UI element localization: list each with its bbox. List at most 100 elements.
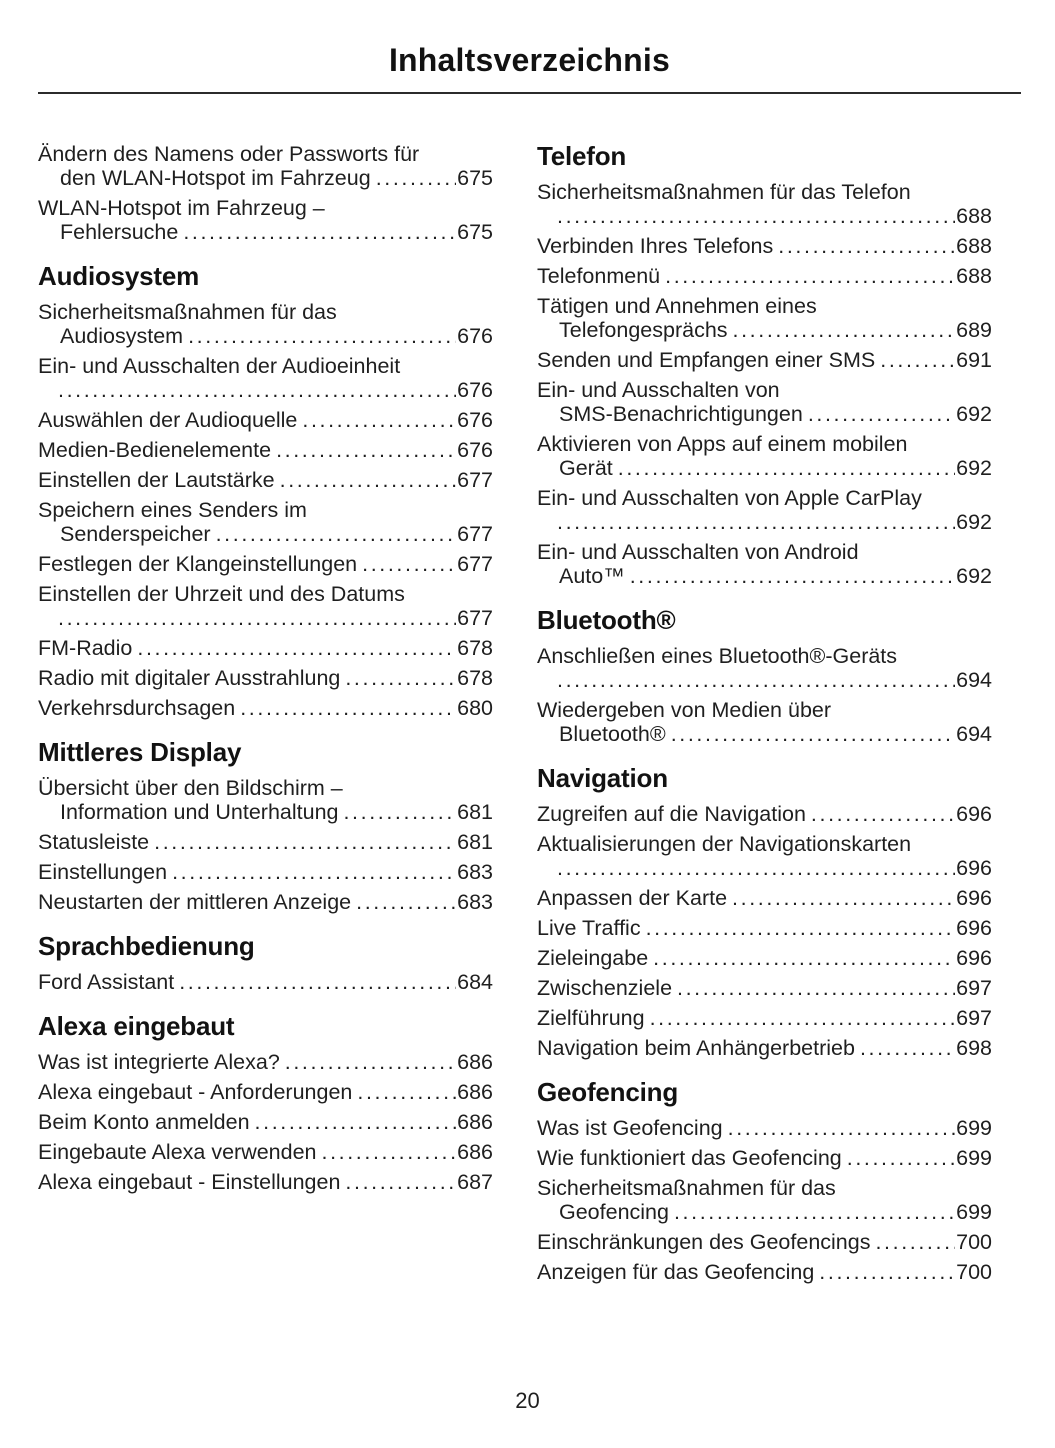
entry-page-number: 688 — [956, 204, 992, 228]
dot-leader — [733, 318, 956, 342]
toc-entry-line: Telefonmenü 688 — [537, 264, 992, 288]
toc-entry-line: Verbinden Ihres Telefons 688 — [537, 234, 992, 258]
toc-column-left: Ändern des Namens oder Passworts für den … — [38, 142, 493, 1290]
entry-page-number: 694 — [956, 722, 992, 746]
toc-entry: Auswählen der Audioquelle 676 — [38, 408, 493, 432]
entry-text: Verbinden Ihres Telefons — [537, 234, 774, 258]
toc-entry-line: Senderspeicher 677 — [38, 522, 493, 546]
entry-page-number: 699 — [956, 1116, 992, 1140]
toc-entry: Aktivieren von Apps auf einem mobilen Ger… — [537, 432, 992, 480]
entry-page-number: 677 — [457, 552, 493, 576]
entry-text: Was ist integrierte Alexa? — [38, 1050, 280, 1074]
dot-leader — [376, 166, 456, 190]
toc-entry: Ein- und Ausschalten der Audioeinheit 676 — [38, 354, 493, 402]
dot-leader — [356, 890, 456, 914]
toc-entry-line: Eingebaute Alexa verwenden 686 — [38, 1140, 493, 1164]
toc-entry-line: Fehlersuche 675 — [38, 220, 493, 244]
toc-entry-line: Tätigen und Annehmen eines — [537, 294, 992, 318]
toc-entry: Verkehrsdurchsagen 680 — [38, 696, 493, 720]
entry-page-number: 676 — [457, 378, 493, 402]
footer-page-number: 20 — [515, 1388, 540, 1413]
entry-text: Ein- und Ausschalten von — [537, 378, 780, 402]
entry-page-number: 697 — [956, 1006, 992, 1030]
toc-entry-line: Alexa eingebaut - Einstellungen 687 — [38, 1170, 493, 1194]
toc-entry-line: Übersicht über den Bildschirm – — [38, 776, 493, 800]
toc-entry: Wie funktioniert das Geofencing 699 — [537, 1146, 992, 1170]
toc-section: Telefon Sicherheitsmaßnahmen für das Tele… — [537, 142, 992, 588]
toc-entry-line: 677 — [38, 606, 493, 630]
toc-entry-line: 694 — [537, 668, 992, 692]
entry-page-number: 700 — [956, 1230, 992, 1254]
entry-page-number: 691 — [956, 348, 992, 372]
toc-entry: Live Traffic 696 — [537, 916, 992, 940]
entry-text: Zugreifen auf die Navigation — [537, 802, 806, 826]
entry-page-number: 692 — [956, 402, 992, 426]
dot-leader — [875, 1230, 955, 1254]
section-heading: Alexa eingebaut — [38, 1011, 235, 1041]
toc-entry: Was ist integrierte Alexa? 686 — [38, 1050, 493, 1074]
dot-leader — [880, 348, 955, 372]
entry-page-number: 683 — [457, 860, 493, 884]
toc-entry: Statusleiste 681 — [38, 830, 493, 854]
entry-text: Navigation beim Anhängerbetrieb — [537, 1036, 855, 1060]
toc-entry: Radio mit digitaler Ausstrahlung 678 — [38, 666, 493, 690]
entry-page-number: 686 — [457, 1140, 493, 1164]
toc-entry-line: Anzeigen für das Geofencing 700 — [537, 1260, 992, 1284]
entry-page-number: 696 — [956, 916, 992, 940]
dot-leader — [345, 666, 456, 690]
toc-entry-line: Auto™ 692 — [537, 564, 992, 588]
dot-leader — [653, 946, 955, 970]
entry-text: Alexa eingebaut - Einstellungen — [38, 1170, 341, 1194]
dot-leader — [255, 1110, 457, 1134]
toc-entry: Alexa eingebaut - Einstellungen 687 — [38, 1170, 493, 1194]
entry-text: Anschließen eines Bluetooth®-Geräts — [537, 644, 898, 668]
toc-entry-line: 692 — [537, 510, 992, 534]
entry-text: Neustarten der mittleren Anzeige — [38, 890, 352, 914]
toc-entry-line: Wie funktioniert das Geofencing 699 — [537, 1146, 992, 1170]
toc-entry-line: Ändern des Namens oder Passworts für — [38, 142, 493, 166]
toc-entry: Zieleingabe 696 — [537, 946, 992, 970]
entry-page-number: 699 — [956, 1200, 992, 1224]
toc-entry: Eingebaute Alexa verwenden 686 — [38, 1140, 493, 1164]
entry-text: FM-Radio — [38, 636, 133, 660]
toc-entry-line: Wiedergeben von Medien über — [537, 698, 992, 722]
entry-text: Ändern des Namens oder Passworts für — [38, 142, 420, 166]
dot-leader — [557, 510, 955, 534]
entry-text: Zielführung — [537, 1006, 645, 1030]
toc-entry: Einstellen der Lautstärke 677 — [38, 468, 493, 492]
entry-text: Sicherheitsmaßnahmen für das — [537, 1176, 836, 1200]
dot-leader — [179, 970, 456, 994]
dot-leader — [811, 802, 955, 826]
entry-page-number: 676 — [457, 438, 493, 462]
entry-text: Einschränkungen des Geofencings — [537, 1230, 871, 1254]
toc-entry-line: SMS-Benachrichtigungen 692 — [537, 402, 992, 426]
entry-page-number: 697 — [956, 976, 992, 1000]
toc-entry-line: Zielführung 697 — [537, 1006, 992, 1030]
toc-entry-line: Information und Unterhaltung 681 — [38, 800, 493, 824]
toc-entry-line: Sicherheitsmaßnahmen für das Telefon — [537, 180, 992, 204]
entry-text: Information und Unterhaltung — [60, 800, 339, 824]
toc-section: Alexa eingebaut Was ist integrierte Alexa… — [38, 1012, 493, 1194]
entry-text: Wie funktioniert das Geofencing — [537, 1146, 842, 1170]
toc-entry-line: Speichern eines Senders im — [38, 498, 493, 522]
dot-leader — [183, 220, 456, 244]
entry-text: Sicherheitsmaßnahmen für das — [38, 300, 337, 324]
toc-entry-line: Sicherheitsmaßnahmen für das — [537, 1176, 992, 1200]
page-title: Inhaltsverzeichnis — [388, 42, 671, 78]
toc-entry-line: Alexa eingebaut - Anforderungen 686 — [38, 1080, 493, 1104]
toc-entry-line: FM-Radio 678 — [38, 636, 493, 660]
toc-entry-line: Zugreifen auf die Navigation 696 — [537, 802, 992, 826]
entry-text: Senderspeicher — [60, 522, 211, 546]
toc-section: Sprachbedienung Ford Assistant 684 — [38, 932, 493, 994]
toc-entry: Einstellungen 683 — [38, 860, 493, 884]
toc-entry-line: Medien-Bedienelemente 676 — [38, 438, 493, 462]
toc-entry-line: Einstellen der Lautstärke 677 — [38, 468, 493, 492]
toc-entry: Was ist Geofencing 699 — [537, 1116, 992, 1140]
dot-leader — [860, 1036, 955, 1060]
section-heading: Navigation — [537, 763, 668, 793]
toc-entry-line: Audiosystem 676 — [38, 324, 493, 348]
entry-page-number: 696 — [956, 946, 992, 970]
entry-page-number: 688 — [956, 264, 992, 288]
section-heading: Audiosystem — [38, 261, 200, 291]
